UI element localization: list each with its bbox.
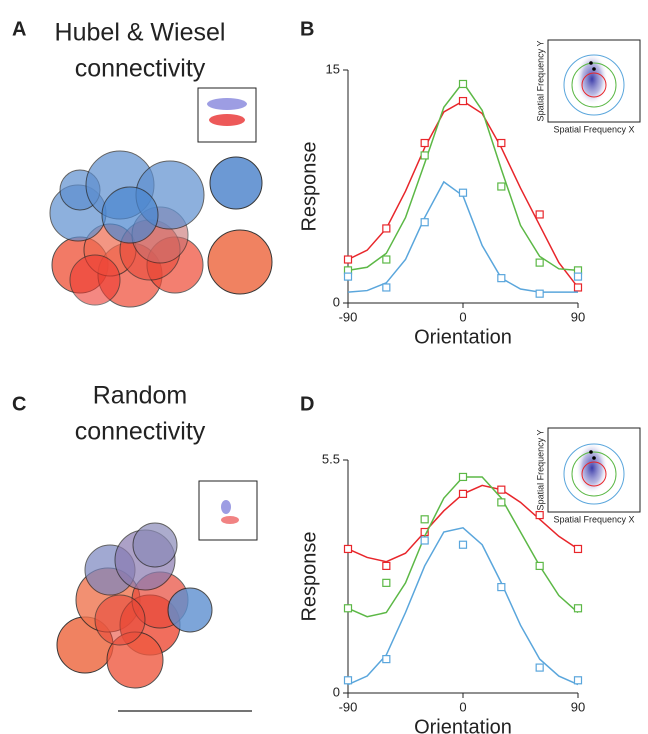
data-point [382, 255, 391, 264]
inset-y-label: Spatial Frequency Y [535, 430, 545, 511]
y-tick-label: 15 [326, 61, 340, 76]
panel-title: connectivity [75, 418, 206, 446]
data-point [458, 489, 468, 498]
inset-ring [571, 62, 617, 108]
data-point [497, 182, 506, 191]
inset-dot [592, 456, 596, 460]
x-tick-label: 90 [571, 309, 585, 324]
x-tick-label: -90 [339, 699, 358, 714]
y-axis-label: Response [298, 141, 320, 231]
data-point [535, 210, 544, 219]
y-tick-label: 0 [333, 294, 340, 309]
inset-ring [563, 443, 625, 505]
inset-dot [589, 450, 593, 454]
data-point [343, 272, 353, 281]
data-point [573, 272, 583, 281]
data-point [535, 561, 544, 571]
panel-title: Random [93, 382, 188, 410]
data-point [458, 472, 468, 482]
data-point [420, 536, 429, 545]
inset-x-label: Spatial Frequency X [553, 514, 634, 524]
inset-y-label: Spatial Frequency Y [535, 41, 545, 122]
data-point [420, 138, 429, 148]
x-tick-label: -90 [339, 309, 358, 324]
data-point [382, 578, 391, 587]
panel-title: connectivity [75, 55, 206, 83]
data-point [382, 224, 391, 233]
inset-ring [563, 54, 625, 116]
y-axis-label: Response [298, 531, 320, 621]
inset-dot [592, 67, 596, 71]
x-axis-label: Orientation [414, 326, 512, 348]
y-tick-label: 0 [333, 684, 340, 699]
data-point [382, 561, 391, 571]
data-point [497, 498, 506, 507]
data-point [497, 274, 506, 283]
panel-letter: A [12, 18, 26, 40]
data-point [573, 676, 583, 685]
inset-ring [581, 461, 607, 487]
data-point [343, 604, 353, 613]
data-point [420, 515, 429, 524]
data-point [535, 258, 544, 267]
data-point [573, 604, 583, 613]
fit-line [347, 526, 579, 686]
connectivity-c [56, 480, 258, 689]
fit-line [347, 180, 578, 293]
inset-x-label: Spatial Frequency X [553, 124, 634, 134]
inset-ring [581, 72, 607, 98]
data-point [573, 283, 583, 292]
data-point [535, 289, 544, 298]
panel-title: Hubel & Wiesel [55, 19, 226, 47]
panel-letter: B [300, 18, 314, 40]
data-point [497, 485, 506, 494]
x-tick-label: 0 [459, 309, 466, 324]
data-point [382, 283, 391, 292]
data-point [497, 582, 506, 592]
connectivity-a [49, 87, 273, 308]
inset-dot [589, 61, 593, 65]
data-point [535, 510, 544, 520]
data-point [420, 151, 429, 160]
data-point [573, 544, 583, 554]
y-tick-label: 5.5 [322, 451, 340, 466]
panel-letter: D [300, 393, 314, 415]
data-point [343, 255, 353, 264]
data-point [382, 655, 391, 664]
x-axis-label: Orientation [414, 716, 512, 734]
x-tick-label: 0 [459, 699, 466, 714]
data-point [458, 79, 468, 89]
data-point [458, 96, 468, 106]
data-point [458, 540, 468, 549]
data-point [535, 663, 544, 672]
panel-letter: C [12, 393, 26, 415]
x-tick-label: 90 [571, 699, 585, 714]
data-point [343, 544, 353, 554]
data-point [420, 218, 429, 227]
data-point [458, 188, 468, 197]
data-point [343, 676, 353, 685]
data-point [497, 138, 506, 148]
inset-ring [571, 451, 617, 497]
